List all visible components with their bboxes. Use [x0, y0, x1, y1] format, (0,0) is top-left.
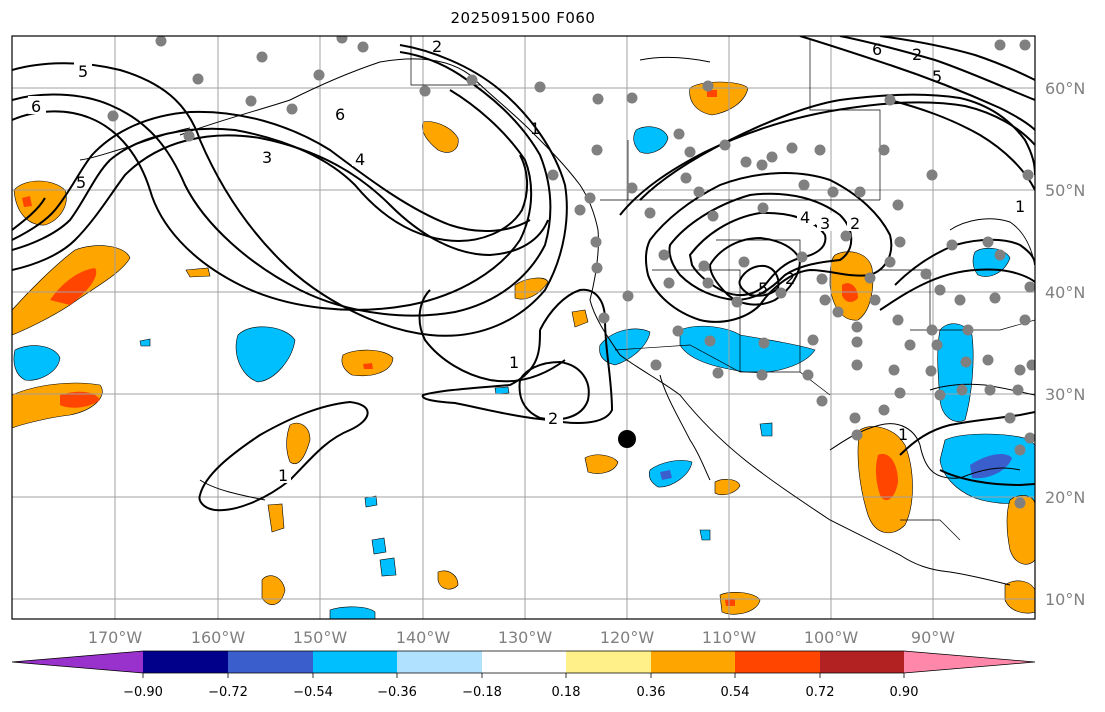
colorbar-tick-7: 0.36 — [637, 685, 666, 700]
contour-label-8: 1 — [530, 119, 540, 138]
contour-label-21: 6 — [872, 40, 882, 59]
colorbar-tick-9: 0.72 — [806, 685, 835, 700]
lon-label-140w: 140°W — [396, 628, 451, 647]
contour-label-1: 5 — [78, 62, 88, 81]
map-title: 2025091500 F060 — [450, 9, 596, 27]
latitude-labels: 60°N 50°N 40°N 30°N 20°N 10°N — [1045, 79, 1085, 609]
contour-label-9: 1 — [509, 353, 519, 372]
colorbar-tick-4: −0.36 — [377, 685, 417, 700]
map-border — [11, 35, 1036, 620]
colorbar-tick-2: −0.72 — [208, 685, 248, 700]
lon-label-90w: 90°W — [911, 628, 955, 647]
contour-label-11: 1 — [278, 466, 288, 485]
contour-label-17: 1 — [1015, 197, 1025, 216]
contour-label-4: 3 — [262, 148, 272, 167]
colorbar-bin-neg018 — [397, 651, 482, 673]
lat-label-40n: 40°N — [1045, 283, 1085, 302]
lon-label-150w: 150°W — [293, 628, 348, 647]
coastlines — [79, 56, 1035, 586]
contour-label-3: 5 — [76, 173, 86, 192]
colorbar-bin-pos054 — [735, 651, 820, 673]
colorbar-tick-5: −0.18 — [462, 685, 502, 700]
colorbar-tick-3: −0.54 — [293, 685, 333, 700]
lat-label-50n: 50°N — [1045, 181, 1085, 200]
colorbar-bin-neg072 — [143, 651, 228, 673]
contour-label-10: 2 — [548, 409, 558, 428]
contour-label-5: 4 — [355, 150, 365, 169]
colorbar-tick-1: −0.90 — [123, 685, 163, 700]
colorbar-bin-pos018 — [566, 651, 651, 673]
lon-label-130w: 130°W — [498, 628, 553, 647]
contour-label-2: 6 — [31, 97, 41, 116]
lat-label-60n: 60°N — [1045, 79, 1085, 98]
colorbar-bin-pos072 — [820, 651, 904, 673]
colorbar-bin-pos036 — [651, 651, 735, 673]
contour-lines — [12, 36, 1035, 512]
contour-label-15: 5 — [758, 279, 768, 298]
colorbar-bin-zero — [482, 651, 566, 673]
contour-label-20: 5 — [932, 67, 942, 86]
lat-label-30n: 30°N — [1045, 385, 1085, 404]
contour-label-14: 2 — [850, 214, 860, 233]
lon-label-120w: 120°W — [600, 628, 655, 647]
contour-labels: 5 6 5 3 4 6 2 1 1 2 1 4 3 2 5 2 1 1 2 5 … — [28, 37, 1025, 485]
colorbar-tick-6: 0.18 — [552, 685, 581, 700]
contour-label-12: 4 — [800, 208, 810, 227]
contour-label-16: 2 — [785, 269, 795, 288]
colorbar-extend-high — [904, 651, 1035, 673]
colorbar-extend-low — [12, 651, 143, 673]
colorbar: −0.90 −0.72 −0.54 −0.36 −0.18 0.18 0.36 … — [11, 650, 1036, 700]
longitude-labels: 170°W 160°W 150°W 140°W 130°W 120°W 110°… — [88, 628, 955, 647]
lon-label-100w: 100°W — [804, 628, 859, 647]
lat-label-20n: 20°N — [1045, 488, 1085, 507]
lon-label-160w: 160°W — [191, 628, 246, 647]
colorbar-tick-8: 0.54 — [721, 685, 750, 700]
lat-label-10n: 10°N — [1045, 590, 1085, 609]
colorbar-bin-neg054 — [228, 651, 313, 673]
target-point-marker — [618, 430, 636, 448]
colorbar-tick-10: 0.90 — [890, 685, 919, 700]
contour-label-19: 2 — [912, 45, 922, 64]
map-area — [12, 36, 1035, 619]
lon-label-170w: 170°W — [88, 628, 143, 647]
contour-label-18: 1 — [898, 425, 908, 444]
contour-label-6: 6 — [335, 105, 345, 124]
colorbar-bin-neg036 — [313, 651, 397, 673]
contour-label-7: 2 — [432, 37, 442, 56]
lon-label-110w: 110°W — [702, 628, 757, 647]
contour-label-13: 3 — [820, 214, 830, 233]
